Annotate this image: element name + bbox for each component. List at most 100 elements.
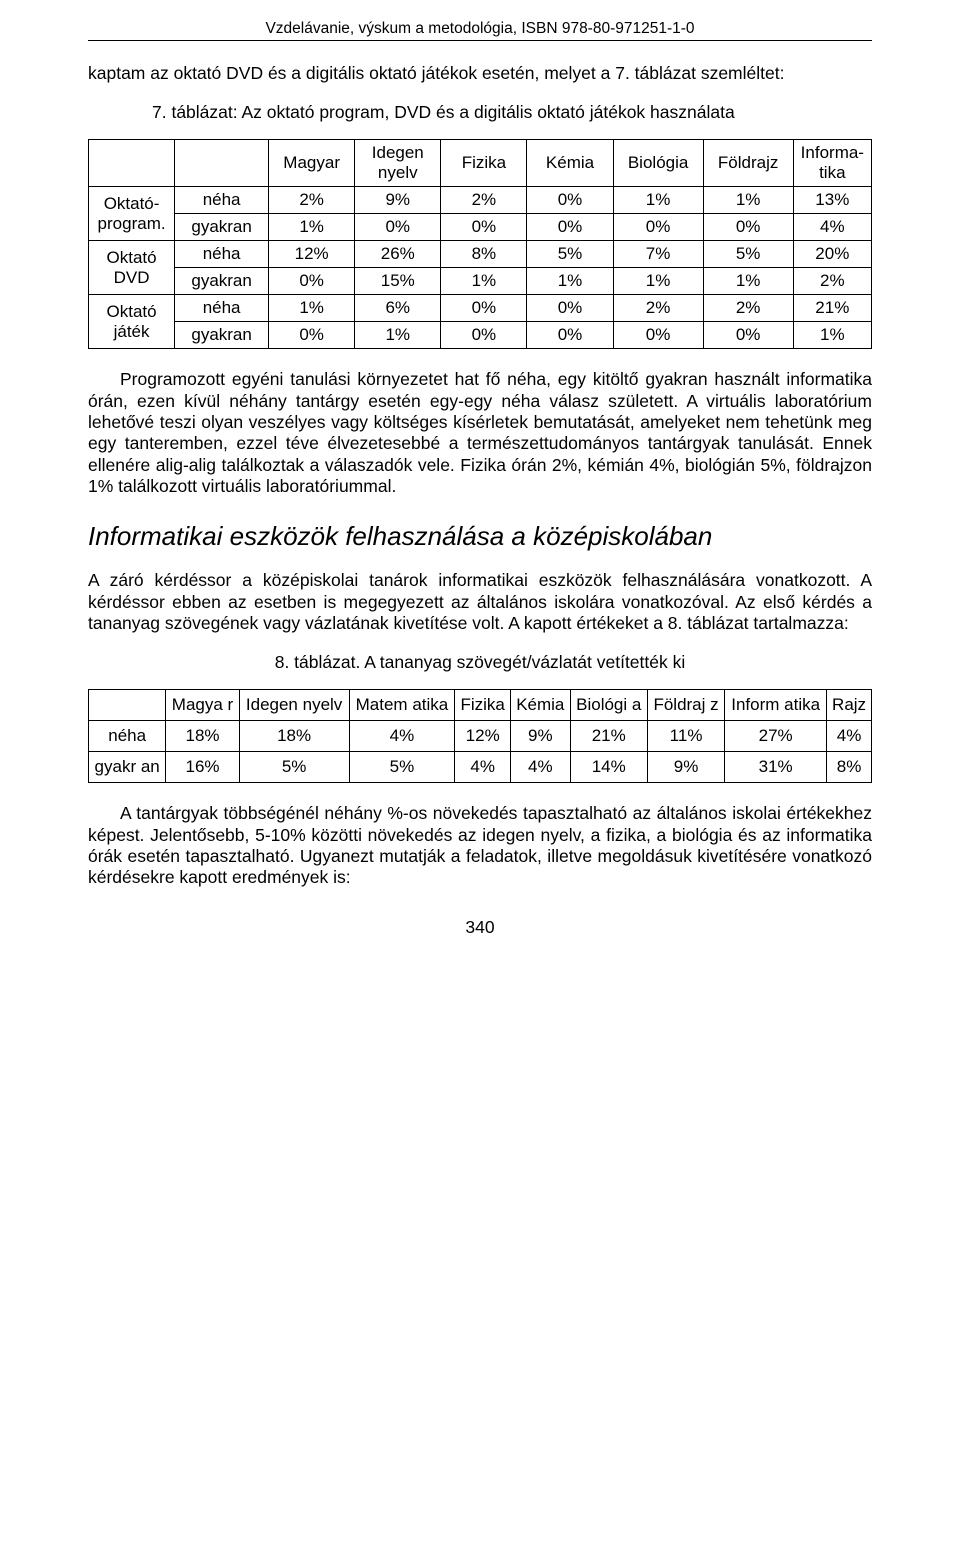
table7-cell: gyakran <box>175 214 269 241</box>
table7-cell: 0% <box>441 322 527 349</box>
table7-cell: 0% <box>441 214 527 241</box>
table8-cell: 4% <box>511 752 571 783</box>
table8-cell: 14% <box>570 752 647 783</box>
table8-row1-label: gyakr an <box>89 752 166 783</box>
table7-cell: 12% <box>269 241 355 268</box>
table7-cell: 6% <box>355 295 441 322</box>
table7-cell: 1% <box>269 295 355 322</box>
table8-cell: 18% <box>166 721 239 752</box>
page-number: 340 <box>88 917 872 938</box>
table8-cell: 4% <box>827 721 872 752</box>
table8-h-rajz: Rajz <box>827 690 872 721</box>
closing-paragraph: A tantárgyak többségénél néhány %-os növ… <box>88 803 872 888</box>
table7-cell: 1% <box>703 268 793 295</box>
table7-h-informatika: Informa-tika <box>793 140 871 187</box>
table7-cell: gyakran <box>175 322 269 349</box>
table8-cell: 12% <box>455 721 511 752</box>
table8-cell: 27% <box>725 721 827 752</box>
table7-cell: 2% <box>703 295 793 322</box>
table8-row0-label: néha <box>89 721 166 752</box>
table8-h-biologia: Biológi a <box>570 690 647 721</box>
table7-cell: 0% <box>703 322 793 349</box>
table7-h-foldrajz: Földrajz <box>703 140 793 187</box>
table7-cell: néha <box>175 187 269 214</box>
table8-cell: 4% <box>349 721 455 752</box>
table8-h-magyar: Magya r <box>166 690 239 721</box>
table8-cell: 16% <box>166 752 239 783</box>
table7-h-idegen: Idegen nyelv <box>355 140 441 187</box>
table-row: Oktató játék néha 1% 6% 0% 0% 2% 2% 21% <box>89 295 872 322</box>
table7-cell: 1% <box>793 322 871 349</box>
table7-cell: 2% <box>613 295 703 322</box>
table-7: Magyar Idegen nyelv Fizika Kémia Biológi… <box>88 139 872 349</box>
table-8: Magya r Idegen nyelv Matem atika Fizika … <box>88 689 872 783</box>
table7-cell: 21% <box>793 295 871 322</box>
table8-h-idegen: Idegen nyelv <box>239 690 349 721</box>
table7-h-biologia: Biológia <box>613 140 703 187</box>
table8-h-matematika: Matem atika <box>349 690 455 721</box>
table7-cell: 1% <box>355 322 441 349</box>
table7-cell: 5% <box>527 241 613 268</box>
table7-cell: 26% <box>355 241 441 268</box>
table7-cell: 0% <box>269 268 355 295</box>
table7-cell: 0% <box>527 295 613 322</box>
table7-cell: 5% <box>703 241 793 268</box>
table8-cell: 11% <box>647 721 724 752</box>
table7-cell: 0% <box>355 214 441 241</box>
table7-cell: 8% <box>441 241 527 268</box>
table7-cell: 13% <box>793 187 871 214</box>
section-heading: Informatikai eszközök felhasználása a kö… <box>88 521 872 552</box>
table7-cell: 0% <box>703 214 793 241</box>
table7-cell: 0% <box>527 322 613 349</box>
table7-cell: 2% <box>269 187 355 214</box>
intro-paragraph: kaptam az oktató DVD és a digitális okta… <box>88 63 872 84</box>
table7-h-fizika: Fizika <box>441 140 527 187</box>
table7-h-magyar: Magyar <box>269 140 355 187</box>
table-row: gyakran 1% 0% 0% 0% 0% 0% 4% <box>89 214 872 241</box>
table7-cell: gyakran <box>175 268 269 295</box>
table7-cell: 7% <box>613 241 703 268</box>
table7-group2-label: Oktató játék <box>89 295 175 349</box>
table8-h-informatika: Inform atika <box>725 690 827 721</box>
table-row: gyakran 0% 15% 1% 1% 1% 1% 2% <box>89 268 872 295</box>
table7-cell: 4% <box>793 214 871 241</box>
table7-group1-label: Oktató DVD <box>89 241 175 295</box>
table-row: Oktató-program. néha 2% 9% 2% 0% 1% 1% 1… <box>89 187 872 214</box>
table7-caption: 7. táblázat: Az oktató program, DVD és a… <box>88 102 872 123</box>
page: Vzdelávanie, výskum a metodológia, ISBN … <box>0 0 960 978</box>
table7-cell: 0% <box>527 214 613 241</box>
table8-cell: 18% <box>239 721 349 752</box>
mid-paragraph: Programozott egyéni tanulási környezetet… <box>88 369 872 497</box>
table8-caption: 8. táblázat. A tananyag szövegét/vázlatá… <box>88 652 872 673</box>
table7-cell: 1% <box>269 214 355 241</box>
table7-cell: 0% <box>269 322 355 349</box>
table7-cell: 9% <box>355 187 441 214</box>
table-row: Oktató DVD néha 12% 26% 8% 5% 7% 5% 20% <box>89 241 872 268</box>
table8-h-blank <box>89 690 166 721</box>
table7-cell: 1% <box>613 187 703 214</box>
table8-cell: 8% <box>827 752 872 783</box>
table7-h-blank2 <box>175 140 269 187</box>
table8-header-row: Magya r Idegen nyelv Matem atika Fizika … <box>89 690 872 721</box>
section-paragraph: A záró kérdéssor a középiskolai tanárok … <box>88 570 872 634</box>
table8-cell: 9% <box>511 721 571 752</box>
table7-cell: 0% <box>527 187 613 214</box>
table8-h-kemia: Kémia <box>511 690 571 721</box>
table7-cell: néha <box>175 295 269 322</box>
table7-group0-label: Oktató-program. <box>89 187 175 241</box>
table7-cell: 0% <box>441 295 527 322</box>
table8-cell: 9% <box>647 752 724 783</box>
table7-cell: 0% <box>613 214 703 241</box>
table-row: gyakran 0% 1% 0% 0% 0% 0% 1% <box>89 322 872 349</box>
table7-header-row: Magyar Idegen nyelv Fizika Kémia Biológi… <box>89 140 872 187</box>
table7-cell: 0% <box>613 322 703 349</box>
table7-cell: 1% <box>703 187 793 214</box>
table8-cell: 21% <box>570 721 647 752</box>
table7-cell: 1% <box>527 268 613 295</box>
table8-h-foldrajz: Földraj z <box>647 690 724 721</box>
table7-cell: 2% <box>441 187 527 214</box>
table8-cell: 5% <box>349 752 455 783</box>
table7-h-kemia: Kémia <box>527 140 613 187</box>
running-head: Vzdelávanie, výskum a metodológia, ISBN … <box>88 20 872 41</box>
table8-h-fizika: Fizika <box>455 690 511 721</box>
